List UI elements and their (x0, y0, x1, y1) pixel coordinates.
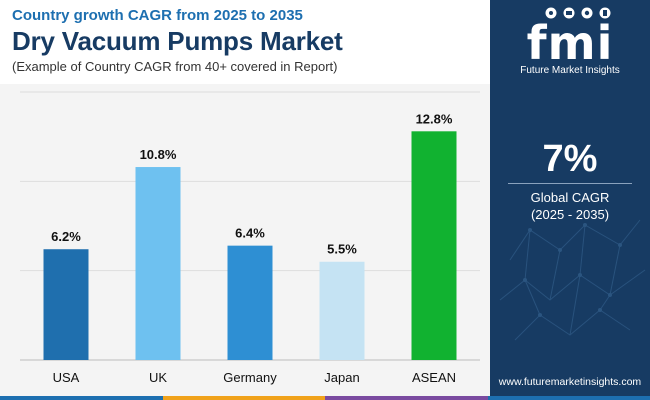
bar-asean (411, 131, 457, 360)
global-cagr-value: 7% (542, 138, 598, 180)
bar-chart: 6.2% USA 10.8% UK 6.4% Germany 5.5% Japan 12.8% A… (20, 91, 480, 385)
chart-area: 6.2% USA 10.8% UK 6.4% Germany 5.5% Japan 12.8% A… (0, 84, 490, 396)
data-label: 5.5% (327, 242, 357, 257)
category-label: Germany (223, 370, 277, 385)
data-label: 6.2% (51, 229, 81, 244)
chart-note: (Example of Country CAGR from 40+ covere… (12, 59, 338, 74)
bar-japan (319, 261, 365, 360)
company-logo: fmi Future Market Insights (490, 6, 650, 76)
chart-title: Dry Vacuum Pumps Market (12, 26, 343, 56)
data-label: 6.4% (235, 226, 265, 241)
bar-uk (135, 167, 181, 360)
logo-text: fmi (526, 16, 614, 70)
logo-caption: Future Market Insights (520, 65, 620, 76)
category-label: UK (149, 370, 167, 385)
global-cagr-label: Global CAGR (530, 190, 610, 205)
bar-germany (227, 245, 273, 360)
data-label: 12.8% (416, 111, 453, 126)
bottom-bar-segment (0, 396, 163, 400)
category-label: Japan (324, 370, 359, 385)
bottom-color-bar (0, 396, 650, 400)
chart-header: Country growth CAGR from 2025 to 2035 Dr… (0, 0, 490, 84)
bottom-bar-segment (487, 396, 650, 400)
category-label: ASEAN (412, 370, 456, 385)
chart-subtitle: Country growth CAGR from 2025 to 2035 (12, 7, 303, 24)
website-link[interactable]: www.futuremarketinsights.com (498, 376, 642, 388)
sidebar-panel: fmi Future Market Insights 7% Global CAG… (490, 0, 650, 396)
logo-icons (545, 7, 611, 19)
category-label: USA (53, 370, 80, 385)
decorative-pattern (499, 219, 646, 341)
data-label: 10.8% (140, 147, 177, 162)
bottom-bar-segment (162, 396, 325, 400)
bottom-bar-segment (325, 396, 488, 400)
divider (508, 183, 632, 184)
bar-usa (43, 249, 89, 360)
global-cagr-period: (2025 - 2035) (530, 207, 610, 222)
